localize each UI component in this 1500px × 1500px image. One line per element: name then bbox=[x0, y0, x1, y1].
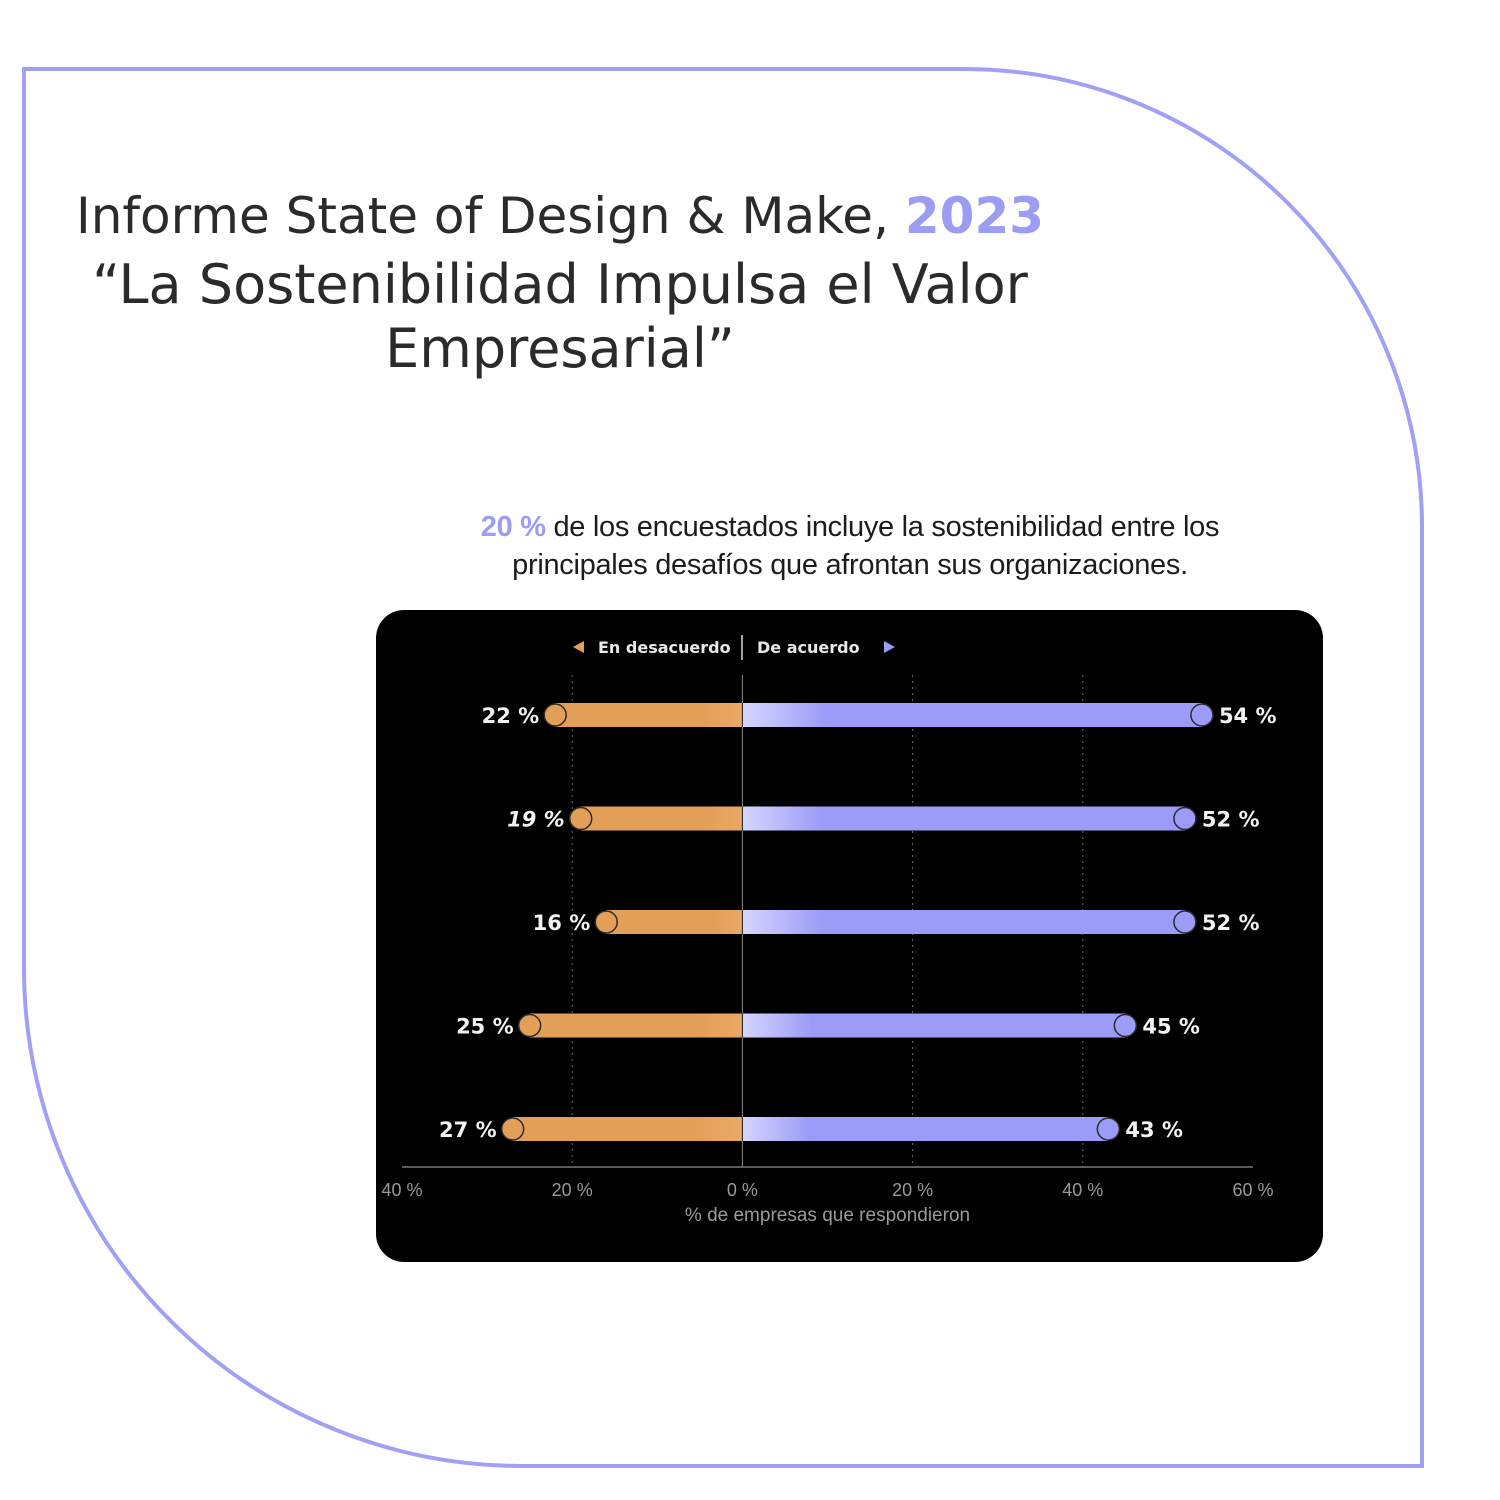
bar-row: 22 % 54 % bbox=[482, 703, 1277, 728]
data-label-agree: 52 % bbox=[1202, 808, 1260, 832]
bar-row: 16 % 52 % bbox=[533, 910, 1260, 935]
x-tick-label: 60 % bbox=[1232, 1180, 1273, 1200]
title-line-2: “La Sostenibilidad Impulsa el Valor bbox=[92, 253, 1028, 316]
data-label-disagree: 16 % bbox=[533, 911, 591, 935]
page-title: Informe State of Design & Make, 2023 “La… bbox=[40, 180, 1080, 380]
bar-disagree bbox=[555, 703, 743, 727]
x-tick-label: 40 % bbox=[1062, 1180, 1103, 1200]
data-label-agree: 45 % bbox=[1142, 1015, 1200, 1039]
chart-panel: En desacuerdo De acuerdo 22 % 54 % 19 % 52 … bbox=[376, 610, 1323, 1262]
title-line-1: Informe State of Design & Make, 2023 bbox=[40, 180, 1080, 252]
bar-agree bbox=[742, 806, 1185, 831]
dot-disagree bbox=[568, 806, 593, 831]
data-label-agree: 54 % bbox=[1219, 704, 1277, 728]
bar-disagree bbox=[512, 1117, 743, 1141]
bar-disagree bbox=[580, 806, 743, 831]
bar-row: 25 % 45 % bbox=[456, 1013, 1200, 1039]
legend-label-disagree: En desacuerdo bbox=[598, 638, 731, 657]
bar-agree bbox=[742, 1013, 1126, 1038]
title-prefix: Informe State of Design & Make, bbox=[75, 187, 905, 245]
subtitle-line-2: principales desafíos que afrontan sus or… bbox=[512, 549, 1188, 581]
dot-agree bbox=[1173, 910, 1197, 934]
x-tick-label: 40 % bbox=[381, 1180, 422, 1200]
chart-subtitle: 20 % de los encuestados incluye la soste… bbox=[400, 508, 1300, 584]
dot-agree bbox=[1190, 703, 1214, 727]
triangle-left-icon bbox=[573, 641, 584, 653]
decorative-frame bbox=[22, 67, 1424, 1468]
bars-layer: 22 % 54 % 19 % 52 % 16 % 52 % 25 % 45 % 27 % 43 % bbox=[439, 703, 1277, 1142]
subtitle-line-1-text: de los encuestados incluye la sostenibil… bbox=[545, 511, 1220, 543]
bar-row: 27 % 43 % bbox=[439, 1117, 1183, 1142]
data-label-disagree: 27 % bbox=[439, 1118, 497, 1142]
x-axis-title: % de empresas que respondieron bbox=[685, 1205, 970, 1226]
data-label-agree: 43 % bbox=[1125, 1118, 1183, 1142]
triangle-right-icon bbox=[884, 641, 895, 653]
dot-disagree bbox=[594, 910, 618, 934]
subtitle-line-1: 20 % de los encuestados incluye la soste… bbox=[400, 508, 1300, 546]
bar-row: 19 % 52 % bbox=[507, 806, 1260, 832]
title-year: 2023 bbox=[904, 187, 1045, 245]
diverging-bar-chart: En desacuerdo De acuerdo 22 % 54 % 19 % 52 … bbox=[381, 635, 1277, 1226]
x-tick-label: 0 % bbox=[727, 1180, 758, 1200]
bar-agree bbox=[742, 910, 1185, 934]
dot-disagree bbox=[517, 1013, 542, 1038]
x-axis: 40 % 20 % 0 % 20 % 40 % 60 % % de empresas que… bbox=[381, 1166, 1274, 1226]
data-label-agree: 52 % bbox=[1202, 911, 1260, 935]
dot-agree bbox=[1096, 1117, 1121, 1141]
title-line-3: Empresarial” bbox=[385, 317, 735, 380]
data-label-disagree: 19 % bbox=[507, 808, 565, 832]
legend: En desacuerdo De acuerdo bbox=[573, 635, 895, 660]
data-label-disagree: 22 % bbox=[482, 704, 540, 728]
x-tick-label: 20 % bbox=[892, 1180, 933, 1200]
dot-agree bbox=[1173, 806, 1197, 831]
subtitle-highlight: 20 % bbox=[480, 511, 546, 543]
bar-agree bbox=[742, 1117, 1109, 1141]
dot-disagree bbox=[500, 1117, 525, 1141]
data-label-disagree: 25 % bbox=[456, 1015, 514, 1039]
legend-label-agree: De acuerdo bbox=[757, 638, 860, 657]
dot-agree bbox=[1113, 1013, 1138, 1038]
dot-disagree bbox=[543, 703, 567, 727]
bar-disagree bbox=[606, 910, 743, 934]
x-tick-label: 20 % bbox=[552, 1180, 593, 1200]
bar-disagree bbox=[529, 1013, 743, 1038]
bar-agree bbox=[742, 703, 1202, 727]
